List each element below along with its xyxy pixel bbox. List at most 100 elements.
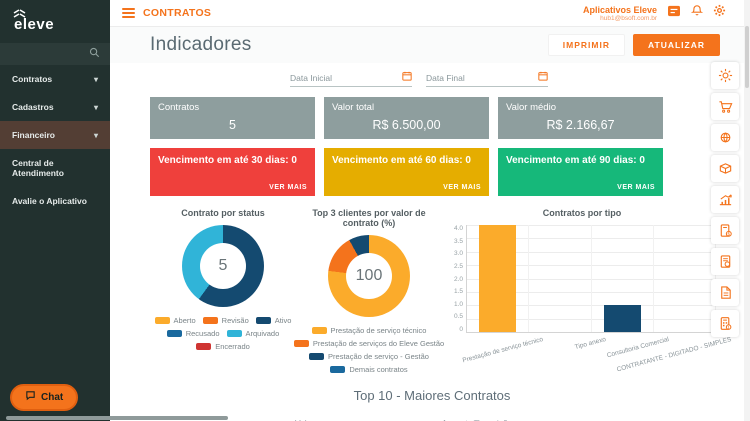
top-contracts-section: Top 10 - Maiores Contratos Número ↑↓ Ven…: [150, 388, 714, 421]
chart-top3-clientes: Top 3 clientes por valor de contrato (%)…: [293, 208, 444, 374]
end-date-placeholder: Data Final: [426, 73, 465, 83]
donut-chart[interactable]: 100: [328, 235, 410, 317]
legend-item[interactable]: Demais contratos: [330, 365, 408, 374]
alert-card-90-dias: Vencimento em até 90 dias: 0 VER MAIS: [498, 148, 663, 196]
ver-mais-link[interactable]: VER MAIS: [617, 184, 655, 191]
sidebar-item-financeiro[interactable]: Financeiro ▾: [0, 121, 110, 149]
y-tick-label: 3.0: [453, 250, 463, 258]
chart-title: Top 3 clientes por valor de contrato (%): [312, 208, 426, 228]
user-menu[interactable]: Aplicativos Eleve hub1@bsoft.com.br: [583, 5, 657, 22]
stat-label: Valor médio: [506, 102, 556, 113]
breadcrumb[interactable]: CONTRATOS: [143, 7, 212, 19]
billing-calculator-icon[interactable]: $: [711, 217, 739, 244]
legend-item[interactable]: Prestação de serviços do Eleve Gestão: [293, 339, 444, 348]
sidebar-search-input[interactable]: [0, 43, 110, 65]
sidebar-item-contratos[interactable]: Contratos ▾: [0, 65, 110, 93]
sidebar-item-central-de-atendimento[interactable]: Central de Atendimento: [0, 149, 110, 187]
legend-item[interactable]: Aberto: [154, 316, 196, 325]
receipt-stamp-icon[interactable]: [711, 248, 739, 275]
legend-swatch: [202, 317, 218, 324]
donut-center-value: 5: [200, 243, 246, 289]
sidebar-item-cadastros[interactable]: Cadastros ▾: [0, 93, 110, 121]
chart-contrato-por-status: Contrato por status 5 Aberto Revisão Ativo…: [150, 208, 296, 351]
bar-slots: [467, 225, 716, 332]
column-filter-input[interactable]: Assunto/Descrição: [442, 418, 702, 421]
start-date-input[interactable]: Data Inicial: [290, 71, 412, 87]
svg-text:1: 1: [727, 325, 730, 330]
legend-item[interactable]: Ativo: [255, 316, 292, 325]
vertical-scrollbar[interactable]: [744, 0, 750, 421]
calendar-icon[interactable]: [538, 71, 548, 83]
table-header-row: Número ↑↓ Vence em Valor ↑↓ Assunto/Desc…: [150, 415, 714, 421]
stat-card-valor-medio: Valor médio R$ 2.166,67: [498, 97, 663, 139]
legend-item[interactable]: Recusado: [166, 329, 220, 338]
settings-sun-icon[interactable]: [711, 62, 739, 89]
document-icon[interactable]: [711, 279, 739, 306]
vertical-scrollbar-thumb[interactable]: [745, 26, 749, 88]
column-filter-input[interactable]: Valor: [295, 418, 425, 421]
package-icon[interactable]: [711, 155, 739, 182]
calendar-icon[interactable]: [402, 71, 412, 83]
gear-icon[interactable]: [713, 4, 726, 22]
y-axis-ticks: 4.0 3.5 3.0 2.5 2.0 1.5 1.0 0.5 0: [448, 225, 466, 333]
ver-mais-link[interactable]: VER MAIS: [269, 184, 307, 191]
legend-item[interactable]: Encerrado: [196, 342, 250, 351]
svg-text:$: $: [727, 231, 730, 236]
donut-chart[interactable]: 5: [182, 225, 264, 307]
legend-swatch: [311, 327, 327, 334]
column-header-assunto[interactable]: Assunto/Descrição ↑↓: [438, 415, 714, 421]
ver-mais-link[interactable]: VER MAIS: [443, 184, 481, 191]
legend-label: Prestação de serviço técnico: [330, 326, 427, 335]
legend-swatch: [166, 330, 182, 337]
bar[interactable]: [479, 225, 516, 332]
sidebar-item-label: Avalie o Aplicativo: [12, 196, 87, 206]
main-content: Indicadores IMPRIMIR ATUALIZAR Data Inic…: [110, 27, 744, 421]
column-header-valor[interactable]: Valor ↑↓: [291, 415, 438, 421]
user-name: Aplicativos Eleve: [582, 4, 657, 15]
legend-item[interactable]: Arquivado: [226, 329, 279, 338]
legend-label: Revisão: [221, 316, 249, 325]
bar-slot: [529, 225, 592, 332]
legend-label: Recusado: [185, 329, 220, 338]
legend-label: Ativo: [274, 316, 292, 325]
bar[interactable]: [603, 305, 641, 332]
end-date-input[interactable]: Data Final: [426, 71, 548, 87]
stat-value: 5: [229, 118, 236, 132]
cart-icon[interactable]: [711, 93, 739, 120]
app-logo[interactable]: eleve: [0, 0, 110, 39]
legend-swatch: [255, 317, 271, 324]
chart-title: Contrato por status: [181, 208, 265, 218]
legend-item[interactable]: Prestação de serviço técnico: [311, 326, 427, 335]
chevron-down-icon: ▾: [93, 74, 98, 84]
logo-chevrons-icon: [13, 5, 27, 22]
refresh-button[interactable]: ATUALIZAR: [633, 34, 720, 56]
invoice-calculator-icon[interactable]: 1: [711, 310, 739, 337]
hamburger-menu-icon[interactable]: [122, 8, 135, 18]
y-tick-label: 4.0: [453, 225, 463, 232]
x-axis-labels: Prestação de serviço técnico Tipo anexo Co…: [462, 333, 732, 373]
sync-globe-icon[interactable]: [711, 124, 739, 151]
legend-item[interactable]: Prestação de serviço - Gestão: [309, 352, 429, 361]
chat-bubble-icon: [25, 390, 36, 404]
table-title: Top 10 - Maiores Contratos: [353, 388, 511, 403]
legend-swatch: [154, 317, 170, 324]
legend-label: Prestação de serviço - Gestão: [328, 352, 429, 361]
legend-label: Encerrado: [215, 342, 250, 351]
legend-item[interactable]: Revisão: [202, 316, 249, 325]
chat-button[interactable]: Chat: [10, 384, 79, 411]
y-tick-label: 0.5: [453, 313, 463, 321]
bar-slot: [467, 225, 530, 332]
bar-plot-area[interactable]: [466, 225, 716, 333]
print-button[interactable]: IMPRIMIR: [547, 34, 625, 56]
sidebar-item-avalie-o-aplicativo[interactable]: Avalie o Aplicativo: [0, 187, 110, 215]
apps-icon[interactable]: [667, 4, 681, 22]
legend-swatch: [196, 343, 212, 350]
horizontal-scrollbar-thumb[interactable]: [6, 416, 228, 420]
bell-icon[interactable]: [690, 4, 704, 22]
quick-access-rail: $ 1: [711, 62, 741, 337]
stat-card-valor-total: Valor total R$ 6.500,00: [324, 97, 489, 139]
bar-slot: [654, 225, 716, 332]
growth-chart-icon[interactable]: [711, 186, 739, 213]
logo-text: eleve: [14, 16, 55, 33]
chat-label: Chat: [41, 391, 64, 403]
